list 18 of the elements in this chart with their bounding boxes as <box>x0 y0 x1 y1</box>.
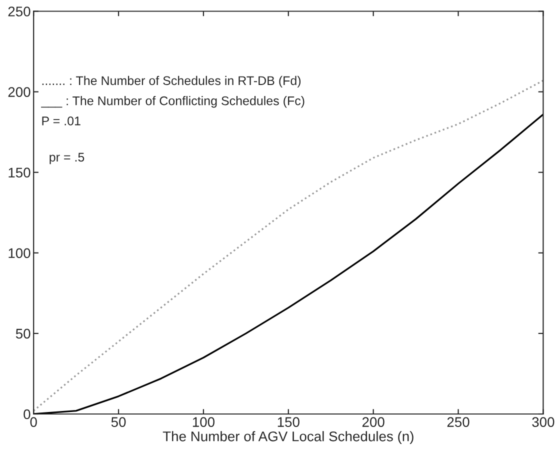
y-tick-label: 50 <box>16 328 30 339</box>
x-axis-title: The Number of AGV Local Schedules (n) <box>162 431 414 444</box>
annotation: pr = .5 <box>50 152 84 164</box>
y-tick-label: 150 <box>8 168 30 178</box>
x-tick-label: 0 <box>30 417 37 427</box>
annotation: ....... : The Number of Schedules in RT-DB (Fd) <box>42 76 301 88</box>
annotation: ___ : The Number of Conflicting Schedules (Fc) <box>41 96 304 108</box>
x-tick-label: 200 <box>362 417 384 427</box>
x-tick-label: 150 <box>278 417 300 427</box>
y-tick-label: 0 <box>24 409 30 420</box>
y-tick-label: 100 <box>8 248 30 258</box>
x-tick-label: 300 <box>532 417 554 427</box>
annotation: P = .01 <box>42 116 80 126</box>
x-tick-label: 250 <box>447 417 470 427</box>
y-tick-label: 250 <box>8 6 30 16</box>
x-tick-label: 100 <box>192 417 215 427</box>
x-tick-label: 50 <box>111 417 126 427</box>
y-tick-label: 200 <box>8 87 30 97</box>
